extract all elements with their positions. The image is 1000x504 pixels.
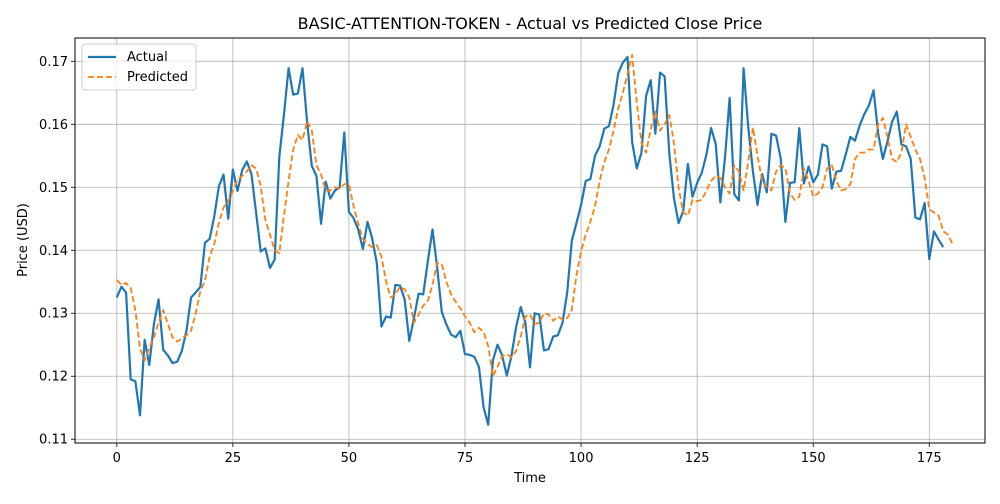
y-tick-label: 0.14 [39, 244, 68, 259]
y-tick-label: 0.13 [39, 307, 68, 322]
x-tick-label: 0 [113, 451, 121, 466]
y-tick-label: 0.11 [39, 433, 68, 448]
x-tick-label: 125 [685, 451, 710, 466]
y-axis: 0.11 0.12 0.13 0.14 0.15 0.16 0.17 [39, 55, 75, 448]
x-tick-label: 75 [457, 451, 474, 466]
x-tick-label: 175 [917, 451, 942, 466]
x-axis: 0 25 50 75 100 125 150 175 [113, 443, 942, 466]
y-tick-label: 0.12 [39, 370, 68, 385]
x-tick-label: 150 [801, 451, 826, 466]
x-tick-label: 100 [569, 451, 594, 466]
x-tick-label: 50 [341, 451, 358, 466]
series-line-actual [115, 55, 945, 426]
y-axis-label: Price (USD) [16, 203, 31, 277]
series-line-predicted [116, 54, 954, 378]
legend: Actual Predicted [81, 43, 197, 91]
grid-lines [75, 38, 985, 443]
legend-label-predicted: Predicted [127, 70, 188, 85]
x-tick-label: 25 [225, 451, 242, 466]
legend-box [81, 43, 197, 91]
y-tick-label: 0.17 [39, 55, 68, 70]
series-layer [115, 54, 954, 426]
y-tick-label: 0.16 [39, 118, 68, 133]
legend-label-actual: Actual [127, 50, 168, 65]
y-tick-label: 0.15 [39, 181, 68, 196]
plot-area [75, 38, 985, 443]
chart-title: BASIC-ATTENTION-TOKEN - Actual vs Predic… [298, 14, 763, 33]
plot-frame [74, 37, 986, 444]
x-axis-label: Time [513, 471, 546, 486]
